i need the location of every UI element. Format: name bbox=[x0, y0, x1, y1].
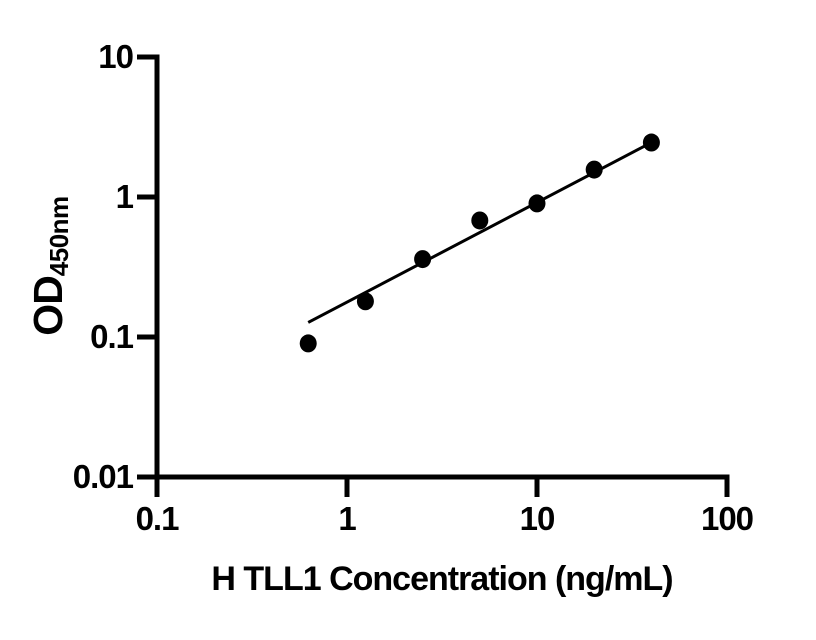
data-point bbox=[414, 250, 432, 269]
data-point bbox=[528, 194, 546, 213]
y-tick-label-1: 1 bbox=[115, 178, 134, 215]
x-tick-label-0.1: 0.1 bbox=[135, 500, 180, 537]
y-tick-label-0.1: 0.1 bbox=[90, 318, 134, 355]
x-tick-label-10: 10 bbox=[519, 500, 556, 537]
data-point bbox=[642, 133, 660, 152]
y-axis-title: OD450nm bbox=[18, 116, 78, 416]
y-axis-title-main: OD bbox=[25, 276, 71, 336]
data-point bbox=[471, 211, 489, 230]
data-point bbox=[356, 292, 374, 311]
x-tick-label-100: 100 bbox=[700, 500, 754, 537]
y-tick-label-0.01: 0.01 bbox=[72, 458, 134, 495]
x-tick-label-1: 1 bbox=[338, 500, 356, 537]
data-point bbox=[585, 160, 603, 179]
y-tick-label-10: 10 bbox=[98, 38, 134, 75]
x-axis-title: H TLL1 Concentration (ng/mL) bbox=[211, 560, 673, 598]
data-point bbox=[299, 334, 317, 353]
y-axis-title-subscript: 450nm bbox=[44, 196, 74, 277]
